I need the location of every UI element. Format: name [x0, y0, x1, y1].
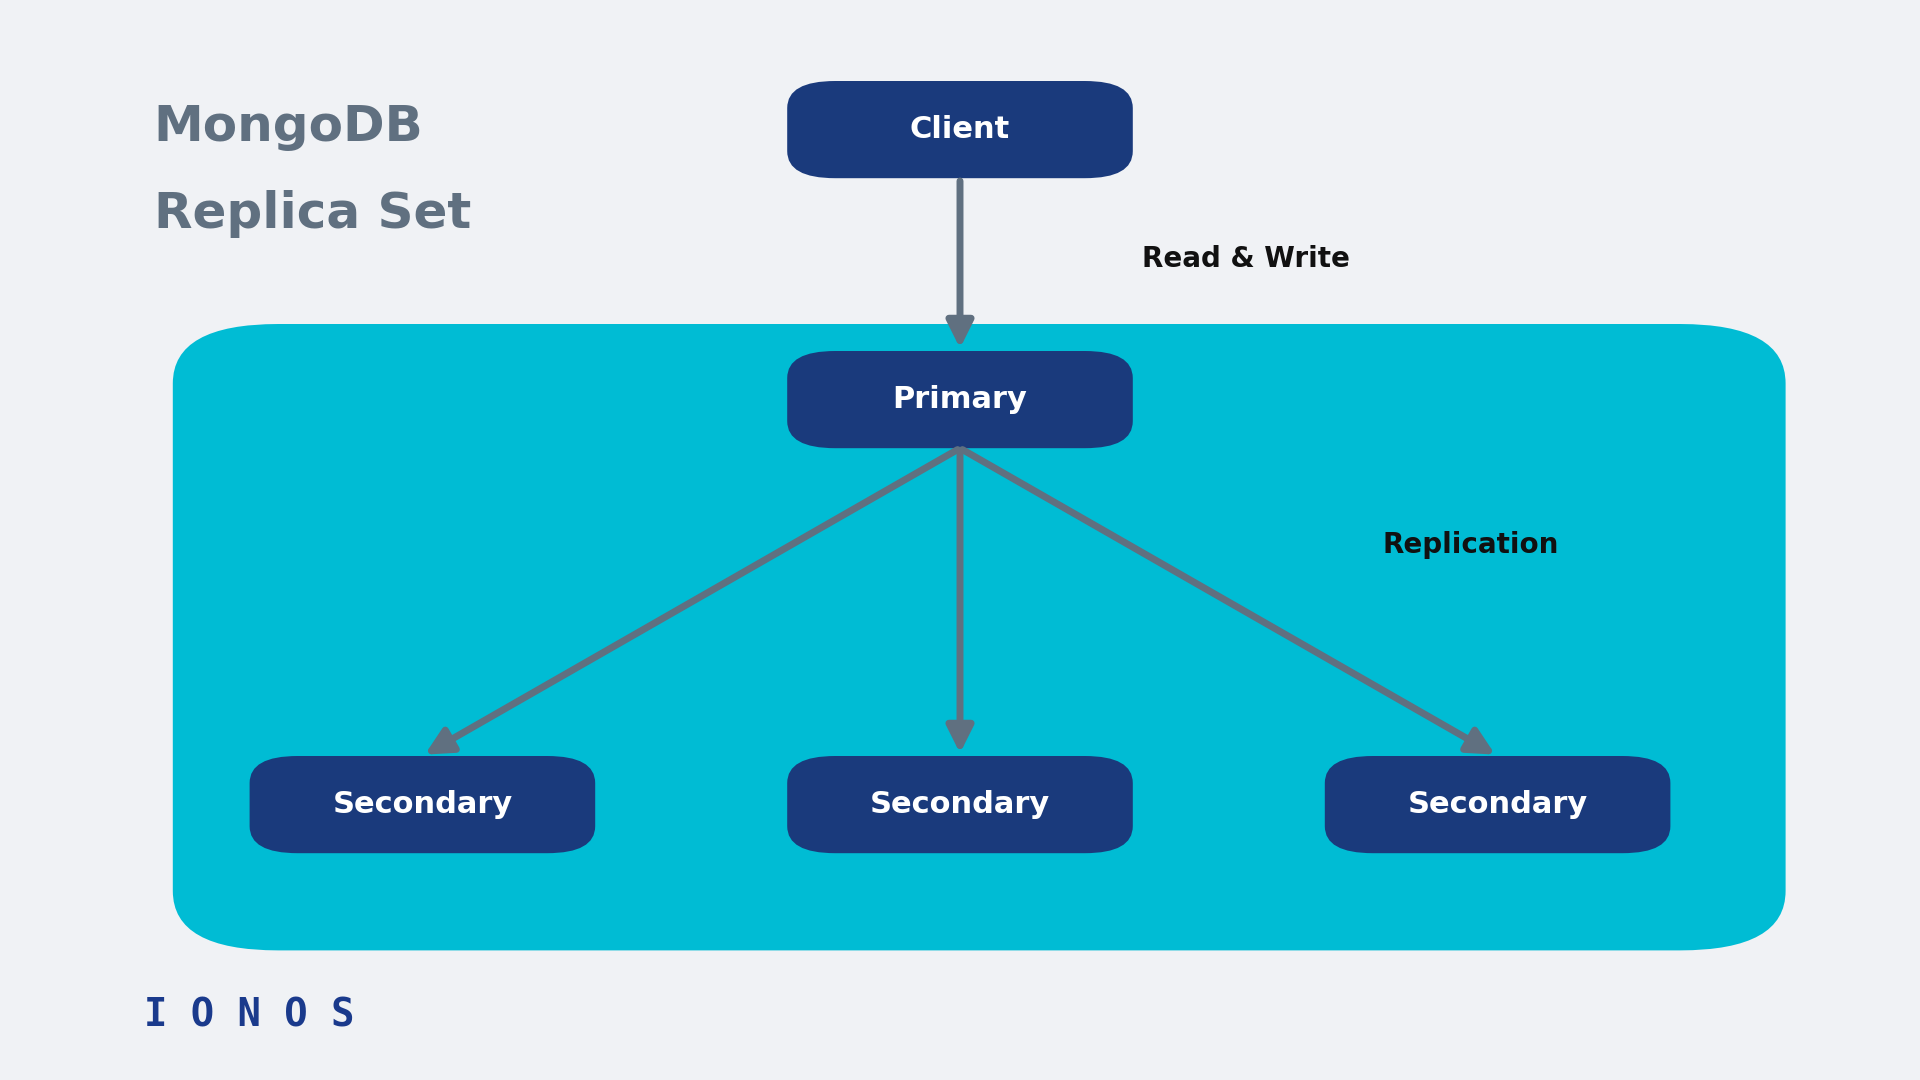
Text: Secondary: Secondary [332, 791, 513, 819]
FancyBboxPatch shape [787, 351, 1133, 448]
Text: Replication: Replication [1382, 531, 1559, 559]
FancyBboxPatch shape [1325, 756, 1670, 853]
FancyBboxPatch shape [787, 756, 1133, 853]
Text: Secondary: Secondary [870, 791, 1050, 819]
Text: Primary: Primary [893, 386, 1027, 414]
FancyBboxPatch shape [250, 756, 595, 853]
Text: Client: Client [910, 116, 1010, 144]
Text: I O N O S: I O N O S [144, 996, 355, 1035]
FancyBboxPatch shape [787, 81, 1133, 178]
Text: Replica Set: Replica Set [154, 190, 470, 238]
FancyBboxPatch shape [173, 324, 1786, 950]
Text: MongoDB: MongoDB [154, 104, 422, 151]
Text: Read & Write: Read & Write [1142, 245, 1350, 273]
Text: Secondary: Secondary [1407, 791, 1588, 819]
